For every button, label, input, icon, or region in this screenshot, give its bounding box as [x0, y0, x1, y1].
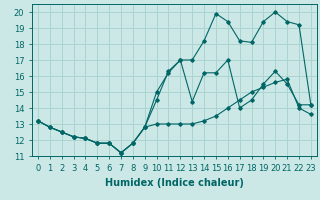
X-axis label: Humidex (Indice chaleur): Humidex (Indice chaleur)	[105, 178, 244, 188]
